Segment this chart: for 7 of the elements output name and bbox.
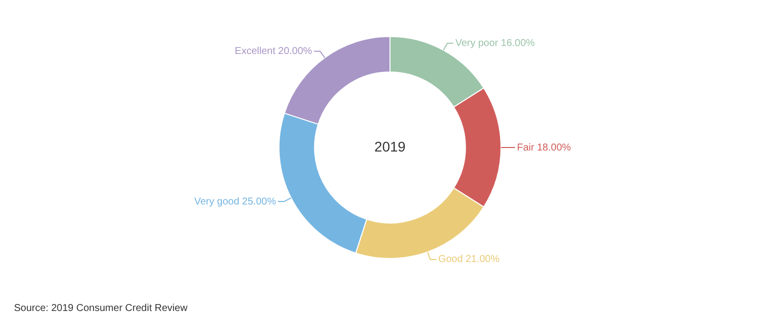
slice-label: Very poor 16.00% [455,38,535,49]
text: 2019 [374,138,406,154]
slice-label: Fair 18.00% [517,142,572,154]
slice-label: Excellent 20.00% [234,46,312,57]
slice-label: Good 21.00% [438,254,500,266]
slice-label: Very good 25.00% [194,196,276,208]
source-note: Source: 2019 Consumer Credit Review [14,303,188,314]
